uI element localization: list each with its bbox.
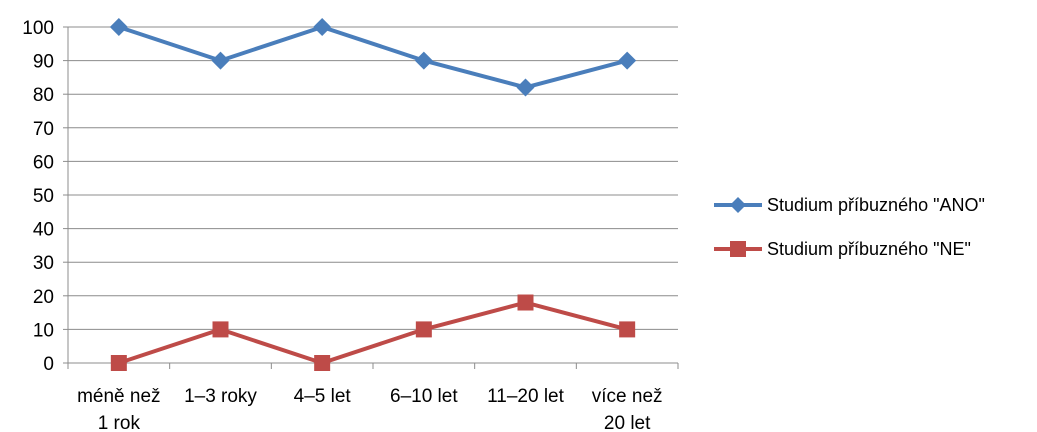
y-tick-label: 0 <box>43 354 54 375</box>
series-line <box>118 300 628 365</box>
y-axis-tick-labels: 0 10 20 30 40 50 60 70 80 90 100 <box>22 18 54 375</box>
y-tick-label: 20 <box>33 287 54 308</box>
legend-label: Studium příbuzného "ANO" <box>767 195 985 215</box>
y-tick-label: 10 <box>33 320 54 341</box>
series-line <box>118 25 628 90</box>
legend: Studium příbuzného "ANO" Studium příbuzné… <box>714 195 985 259</box>
x-tick-label: 6–10 let <box>390 386 458 407</box>
y-tick-label: 60 <box>33 152 54 173</box>
legend-marker-square <box>730 241 746 257</box>
y-tick-label: 40 <box>33 220 54 241</box>
y-tick-label: 100 <box>22 18 54 39</box>
x-tick-label: 11–20 let <box>487 386 564 407</box>
data-point-diamond <box>313 18 332 36</box>
data-point-diamond <box>618 51 637 70</box>
legend-marker-diamond <box>730 197 746 213</box>
series-group <box>109 18 637 371</box>
x-tick-label: 1–3 roky <box>184 386 257 407</box>
x-tick-label: méně než 1 rok <box>77 386 160 432</box>
y-tick-label: 50 <box>33 186 54 207</box>
data-point-square <box>517 294 534 311</box>
legend-entry: Studium příbuzného "NE" <box>714 239 971 259</box>
data-point-diamond <box>211 51 230 70</box>
x-tick-label-line: více než <box>592 386 663 407</box>
gridlines <box>68 26 678 330</box>
data-point-diamond <box>516 78 535 97</box>
x-tick-label-line: 6–10 let <box>390 386 458 407</box>
y-tick-label: 80 <box>33 85 54 106</box>
legend-entry: Studium příbuzného "ANO" <box>714 195 985 215</box>
x-tick-label-line: 1 rok <box>98 413 141 432</box>
x-tick-label-line: 1–3 roky <box>184 386 257 407</box>
x-tick-label: 4–5 let <box>294 386 352 407</box>
axes <box>63 26 679 369</box>
x-tick-label-line: méně než <box>77 386 160 407</box>
data-point-diamond <box>414 51 433 70</box>
data-point-diamond <box>109 18 128 36</box>
data-point-square <box>314 355 331 371</box>
data-point-square <box>415 321 432 338</box>
x-tick-label-line: 4–5 let <box>294 386 352 407</box>
x-tick-label-line: 20 let <box>604 413 651 432</box>
x-tick-label-line: 11–20 let <box>487 386 564 407</box>
data-point-square <box>110 355 127 371</box>
y-tick-label: 30 <box>33 253 54 274</box>
y-tick-label: 90 <box>33 52 54 73</box>
x-axis-tick-labels: méně než 1 rok 1–3 roky 4–5 let 6–10 let 11–2… <box>77 386 662 432</box>
legend-label: Studium příbuzného "NE" <box>767 239 971 259</box>
data-point-square <box>619 321 636 338</box>
x-tick-label: více než 20 let <box>592 386 663 432</box>
series-2 <box>110 294 636 371</box>
series-1 <box>109 18 637 97</box>
data-point-square <box>212 321 229 338</box>
y-tick-label: 70 <box>33 119 54 140</box>
